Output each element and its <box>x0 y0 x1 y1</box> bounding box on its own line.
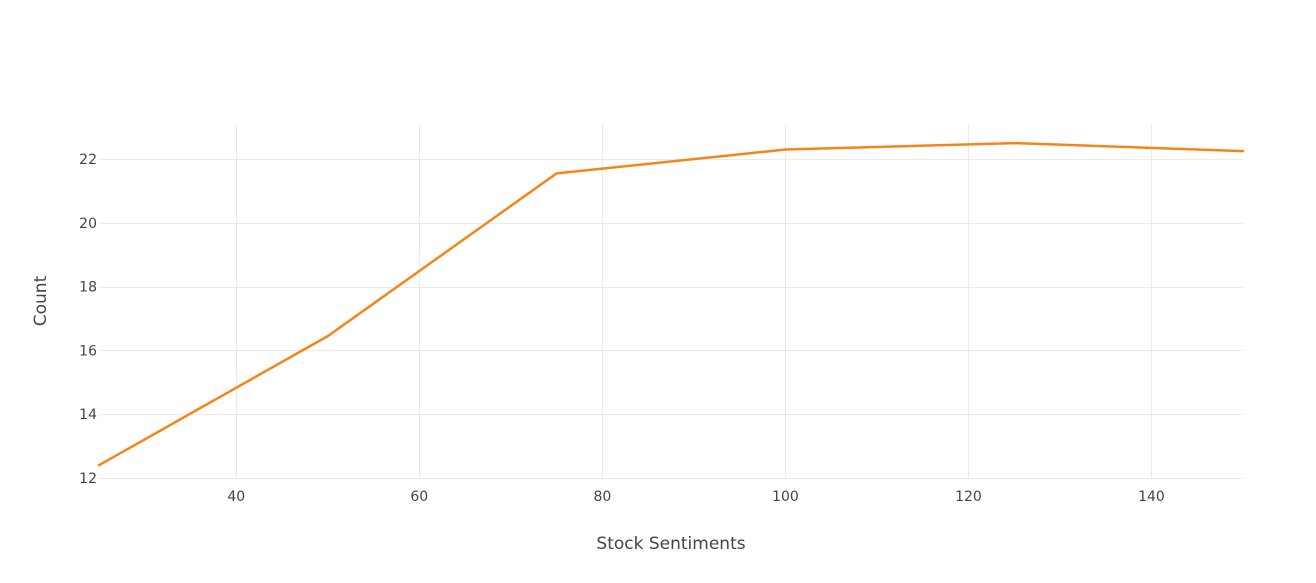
y-tick-label: 12 <box>79 471 97 487</box>
x-tick-label: 80 <box>593 489 611 505</box>
y-tick-labels: 12 14 16 18 20 22 <box>79 152 97 487</box>
y-gridlines <box>99 159 1243 479</box>
y-tick-label: 14 <box>79 407 97 423</box>
series-line-0 <box>97 141 1245 467</box>
x-tick-label: 100 <box>772 489 799 505</box>
y-axis-title: Count <box>31 275 51 326</box>
series-layer <box>97 141 1245 467</box>
y-tick-label: 20 <box>79 216 97 232</box>
y-tick-label: 22 <box>79 152 97 168</box>
x-gridlines <box>236 124 1152 478</box>
x-axis-title: Stock Sentiments <box>596 534 745 554</box>
x-tick-label: 40 <box>227 489 245 505</box>
x-tick-label: 140 <box>1138 489 1165 505</box>
y-tick-label: 18 <box>79 280 97 296</box>
y-tick-label: 16 <box>79 343 97 359</box>
x-tick-label: 120 <box>955 489 982 505</box>
x-tick-labels: 40 60 80 100 120 140 <box>227 489 1164 505</box>
x-tick-label: 60 <box>410 489 428 505</box>
